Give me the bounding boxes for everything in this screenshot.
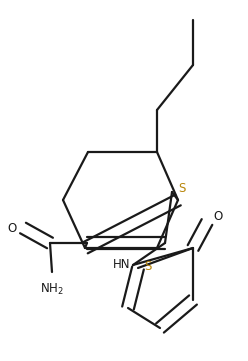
Text: O: O xyxy=(213,209,222,222)
Text: S: S xyxy=(144,260,151,273)
Text: O: O xyxy=(8,222,17,235)
Text: NH$_2$: NH$_2$ xyxy=(40,282,64,297)
Text: HN: HN xyxy=(113,258,130,271)
Text: S: S xyxy=(178,182,185,195)
